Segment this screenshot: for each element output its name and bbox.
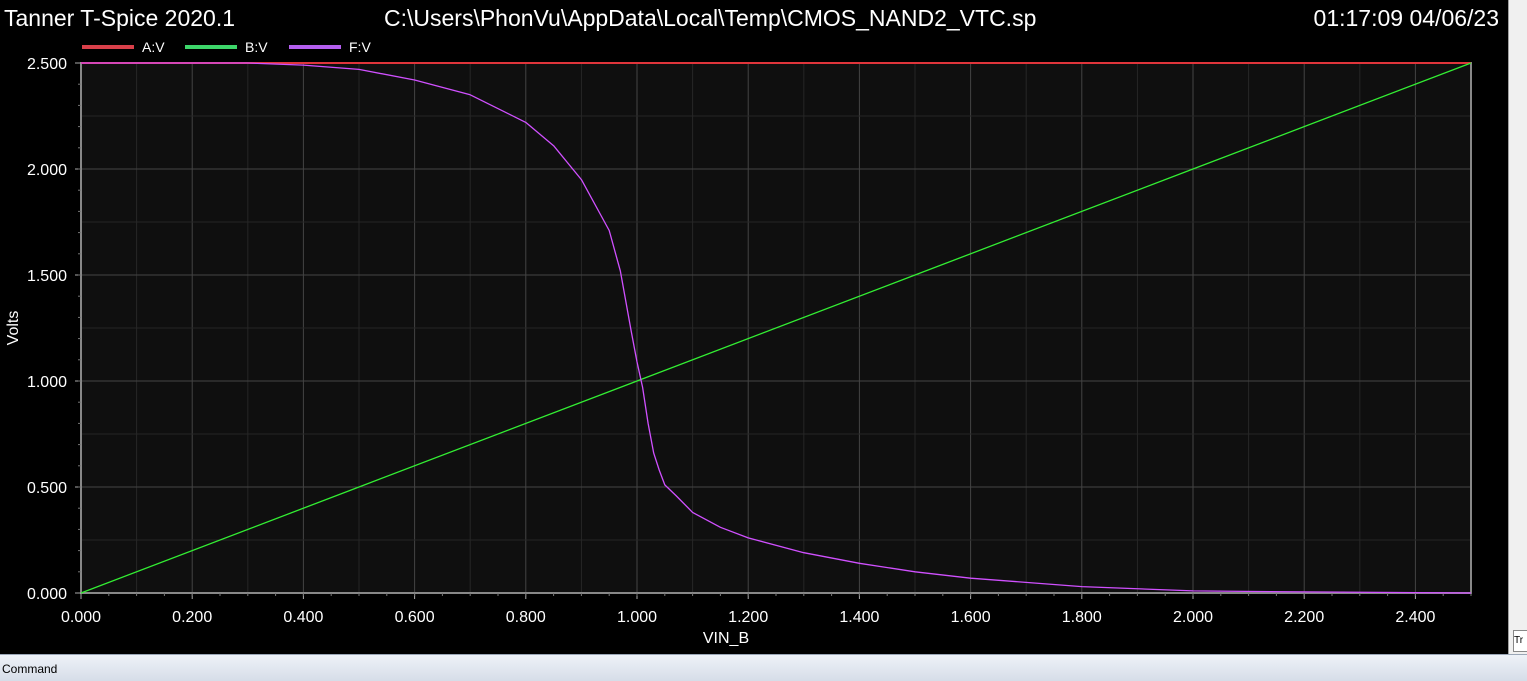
x-tick-label: 1.600: [951, 609, 991, 626]
legend-label-b: B:V: [245, 39, 268, 55]
x-axis-label: VIN_B: [703, 630, 749, 647]
legend-swatch-f: [289, 45, 341, 49]
legend-swatch-a: [82, 45, 134, 49]
command-bar: Command: [0, 654, 1527, 681]
app-title: Tanner T-Spice 2020.1: [4, 5, 236, 31]
legend-label-f: F:V: [349, 39, 371, 55]
x-tick-label: 0.800: [506, 609, 546, 626]
x-tick-label: 1.200: [728, 609, 768, 626]
x-tick-label: 2.000: [1173, 609, 1213, 626]
y-tick-label: 2.500: [27, 56, 67, 73]
x-tick-label: 1.400: [839, 609, 879, 626]
x-tick-label: 2.200: [1284, 609, 1324, 626]
x-tick-label: 1.000: [617, 609, 657, 626]
chart-svg[interactable]: 0.000 0.200 0.400 0.600 0.800 1.000 1.200 1.400…: [0, 0, 1508, 654]
y-tick-label: 0.500: [27, 480, 67, 497]
y-tick-label: 2.000: [27, 162, 67, 179]
legend-swatch-b: [185, 45, 237, 49]
file-path: C:\Users\PhonVu\AppData\Local\Temp\CMOS_…: [384, 5, 1037, 31]
x-tick-label: 2.400: [1395, 609, 1435, 626]
x-tick-label: 0.200: [172, 609, 212, 626]
timestamp: 01:17:09 04/06/23: [1313, 5, 1499, 31]
y-tick-label: 1.500: [27, 268, 67, 285]
x-tick-label: 0.400: [283, 609, 323, 626]
legend-label-a: A:V: [142, 39, 165, 55]
x-tick-label: 1.800: [1062, 609, 1102, 626]
x-tick-label: 0.000: [61, 609, 101, 626]
y-axis-label: Volts: [5, 311, 22, 346]
waveform-window: Tanner T-Spice 2020.1 C:\Users\PhonVu\Ap…: [0, 0, 1508, 654]
x-tick-label: 0.600: [395, 609, 435, 626]
side-panel-strip: [1508, 0, 1527, 654]
command-label[interactable]: Command: [2, 662, 58, 676]
side-panel-tab-label: Tr: [1514, 635, 1524, 646]
y-tick-label: 0.000: [27, 586, 67, 603]
side-panel-tab[interactable]: Tr: [1513, 630, 1527, 652]
series-line-b: [80, 62, 1472, 594]
y-tick-label: 1.000: [27, 374, 67, 391]
series-line-f: [81, 62, 1472, 594]
